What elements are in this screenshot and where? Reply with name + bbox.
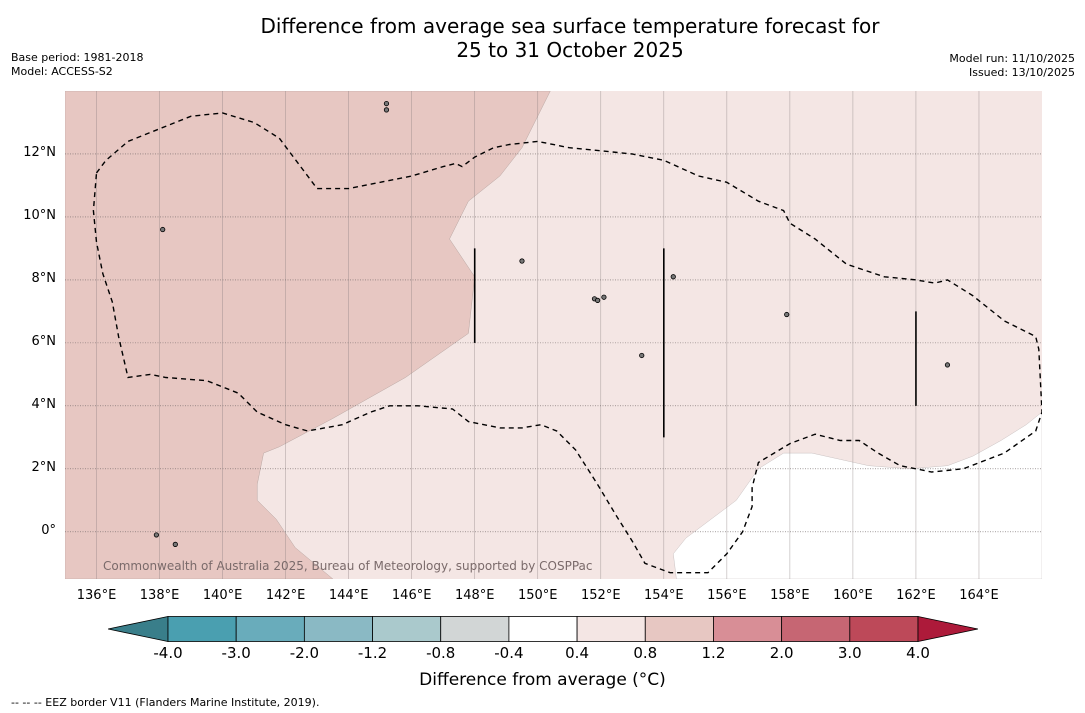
lat-tick-label: 6°N [31,333,57,349]
colorbar-segment [303,616,373,642]
page-title: Difference from average sea surface temp… [0,14,1085,62]
eez-border [92,112,1042,574]
lon-tick-label: 154°E [644,588,684,603]
island [519,258,525,264]
sst-anomaly-map [65,91,1042,579]
vertical-marker-lines [473,248,917,438]
title-line-1: Difference from average sea surface temp… [260,14,880,38]
lat-tick-label: 2°N [31,459,57,475]
colorbar-extend-low [108,616,169,642]
warm-anomaly-region [65,91,551,579]
model-run-text: Model run: 11/10/2025 [949,52,1075,65]
island [383,100,390,107]
colorbar-tick-label: 2.0 [769,644,794,662]
colorbar-title: Difference from average (°C) [419,670,666,690]
colorbar-tick-label: 1.2 [701,644,726,662]
island [944,362,951,368]
colorbar-tick-label: -1.2 [357,644,388,662]
colorbar-tick-label: 4.0 [906,644,930,662]
lon-tick-label: 160°E [833,588,873,603]
colorbar-segment [440,616,510,642]
island [595,297,601,303]
issued-text: Issued: 13/10/2025 [968,66,1075,79]
island [784,311,790,318]
copyright-text: Commonwealth of Australia 2025, Bureau o… [103,559,593,573]
colorbar-tick-label: -0.8 [426,644,456,662]
lon-tick-label: 156°E [707,588,747,603]
lat-tick-label: 8°N [31,270,57,286]
colorbar-tick-label: 0.8 [633,644,658,662]
lat-tick-label: 4°N [31,396,57,412]
colorbar-segment [235,616,305,642]
colorbar-tick-label: -0.4 [494,644,524,662]
lon-tick-label: 162°E [896,588,936,603]
lat-tick-label: 10°N [23,207,56,223]
island [383,107,390,113]
island [639,352,645,359]
colorbar [108,616,978,642]
lon-tick-label: 146°E [391,588,432,603]
eez-footnote: -- -- -- EEZ border V11 (Flanders Marine… [11,696,320,709]
colorbar-segment [167,616,237,642]
lat-tick-label: 12°N [23,144,56,160]
colorbar-segment [781,616,851,642]
latitude-gridlines [65,153,1042,533]
lon-tick-label: 150°E [517,588,558,603]
colorbar-tick-label: -4.0 [153,644,183,662]
island [153,532,159,538]
colorbar-segment [508,616,578,642]
colorbar-tick-label: 3.0 [837,644,862,662]
colorbar-tick-label: 0.4 [565,644,589,662]
colorbar-segment [713,616,783,642]
base-period-text: Base period: 1981-2018 [11,51,144,64]
lon-tick-label: 142°E [265,588,306,603]
neutral-anomaly-region [673,411,1042,579]
meta-left: Base period: 1981-2018 Model: ACCESS-S2 [11,51,143,79]
lon-tick-label: 136°E [76,588,117,603]
model-text: Model: ACCESS-S2 [11,65,113,78]
colorbar-segment [644,616,714,642]
island [601,294,607,300]
lon-tick-label: 148°E [454,588,495,603]
lon-tick-label: 140°E [202,588,243,603]
colorbar-extend-high [917,616,978,642]
lon-tick-label: 158°E [770,588,810,603]
colorbar-segment [849,616,919,642]
colorbar-tick-label: -3.0 [221,644,251,662]
meta-right: Model run: 11/10/2025 Issued: 13/10/2025 [949,52,1075,80]
lon-tick-label: 144°E [328,588,369,603]
lat-tick-label: 0° [41,522,56,538]
colorbar-tick-label: -2.0 [289,644,319,662]
colorbar-segment [372,616,442,642]
island [670,274,676,280]
islands [153,100,951,547]
island [160,226,166,233]
island [172,541,178,547]
lon-tick-label: 152°E [581,588,621,603]
title-line-2: 25 to 31 October 2025 [456,38,684,62]
lon-tick-label: 164°E [959,588,999,603]
colorbar-segment [576,616,646,642]
lon-tick-label: 138°E [139,588,180,603]
